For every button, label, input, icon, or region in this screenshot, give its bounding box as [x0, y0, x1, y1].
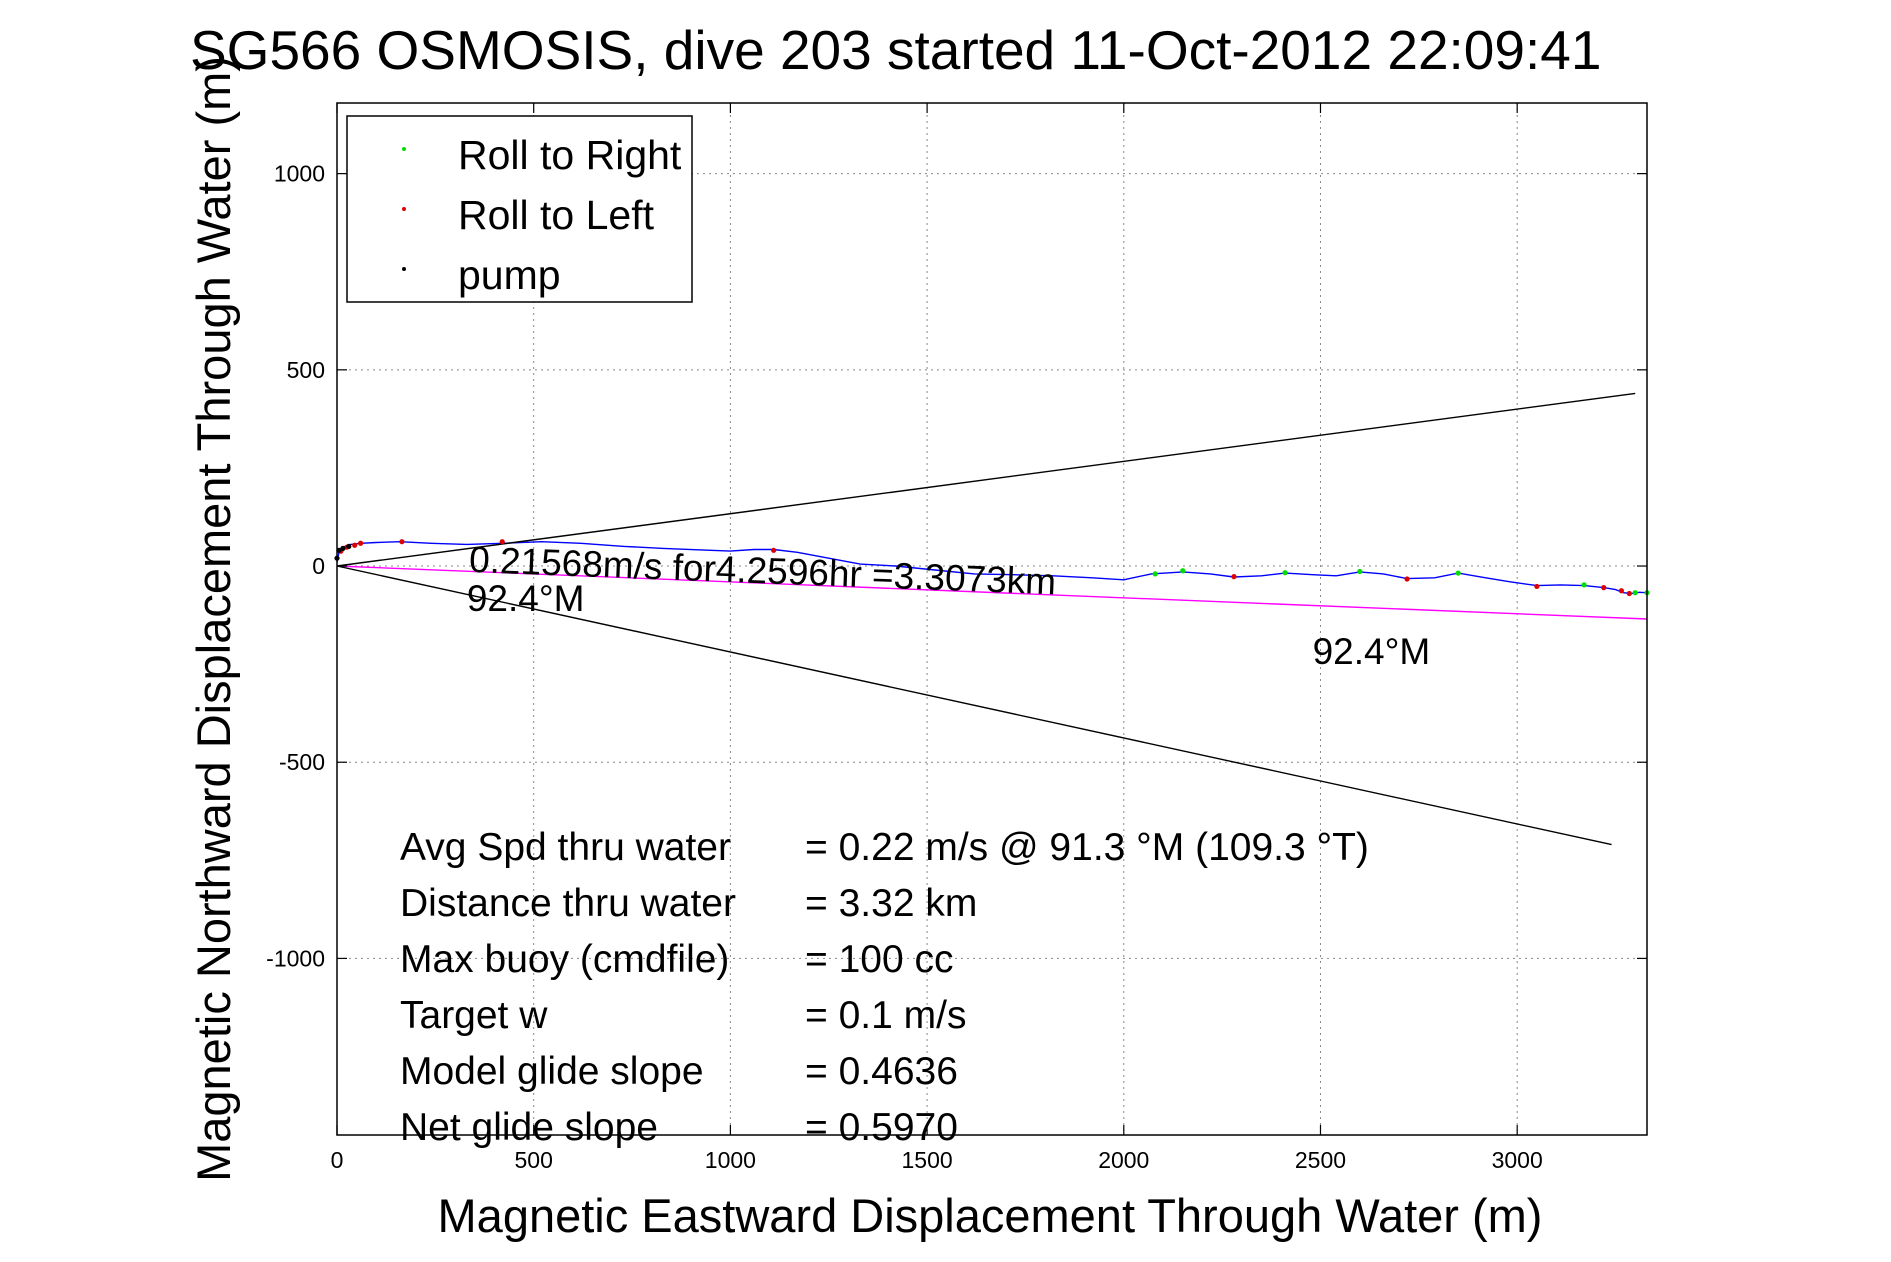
x-tick-label: 3000	[1492, 1147, 1543, 1173]
stat-label: Target w	[400, 994, 548, 1037]
roll-left-point	[1601, 585, 1607, 591]
series-markers	[334, 539, 1650, 597]
stat-value: = 0.5970	[805, 1106, 958, 1149]
roll-left-point	[1618, 588, 1625, 594]
lower-bound-line	[336, 565, 1612, 846]
roll-left-point	[499, 539, 505, 545]
roll-left-point	[1534, 583, 1540, 590]
stat-value: = 0.4636	[805, 1050, 958, 1093]
x-tick-label: 1500	[902, 1147, 953, 1173]
roll-right-point	[1282, 570, 1288, 576]
track-line	[336, 540, 1648, 595]
stat-label: Max buoy (cmdfile)	[400, 938, 729, 981]
legend-marker	[402, 147, 406, 151]
x-axis-label: Magnetic Eastward Displacement Through W…	[438, 1189, 1543, 1242]
stat-label: Net glide slope	[400, 1106, 658, 1149]
stat-value: = 100 cc	[805, 938, 954, 981]
roll-right-point	[1581, 582, 1587, 588]
stat-label: Avg Spd thru water	[400, 826, 731, 869]
plot-area-frame	[336, 102, 1648, 1136]
roll-left-point	[358, 540, 364, 546]
roll-right-point	[1357, 568, 1363, 575]
axis-ticks: 0 500 1000 1500 2000 2500 3000 -1000 -500 0 500 100…	[266, 103, 1647, 1173]
y-tick-label: -500	[279, 749, 325, 775]
roll-left-point	[1404, 576, 1410, 582]
y-tick-label: 0	[312, 553, 325, 579]
y-tick-label: 500	[287, 357, 325, 383]
y-axis-label: Magnetic Northward Displacement Through …	[187, 56, 240, 1182]
roll-left-point	[1626, 590, 1632, 597]
stat-value: = 0.1 m/s	[805, 994, 966, 1037]
x-tick-label: 500	[515, 1147, 553, 1173]
legend-entry: pump	[458, 252, 561, 298]
y-tick-label: -1000	[266, 945, 325, 971]
roll-right-point	[1632, 590, 1638, 596]
chart-title: SG566 OSMOSIS, dive 203 started 11-Oct-2…	[190, 19, 1601, 81]
y-tick-label: 1000	[274, 161, 325, 187]
x-tick-label: 1000	[705, 1147, 756, 1173]
x-tick-label: 2500	[1295, 1147, 1346, 1173]
x-tick-label: 0	[331, 1147, 344, 1173]
roll-right-point	[1455, 570, 1461, 576]
annotation-text: 92.4°M	[467, 578, 585, 619]
stat-value: = 3.32 km	[805, 882, 977, 925]
stat-label: Distance thru water	[400, 882, 736, 925]
heading-line	[336, 565, 1648, 620]
roll-right-point	[1180, 568, 1186, 574]
x-tick-label: 2000	[1098, 1147, 1149, 1173]
upper-bound-line	[336, 392, 1636, 567]
legend-marker	[402, 207, 406, 211]
legend-entry: Roll to Left	[458, 192, 655, 238]
series-lines	[336, 392, 1648, 846]
legend-entry: Roll to Right	[458, 132, 682, 178]
roll-left-point	[399, 539, 405, 545]
pump-point	[340, 545, 346, 551]
stats-block: Avg Spd thru water = 0.22 m/s @ 91.3 °M (…	[400, 826, 1369, 1149]
legend: Roll to Right Roll to Left pump	[346, 115, 693, 303]
stat-value: = 0.22 m/s @ 91.3 °M (109.3 °T)	[805, 826, 1369, 869]
pump-point	[346, 543, 352, 550]
annotation-text: 92.4°M	[1313, 631, 1431, 672]
roll-left-point	[1231, 574, 1237, 580]
roll-left-point	[771, 547, 777, 553]
roll-right-point	[1152, 571, 1158, 577]
stat-label: Model glide slope	[400, 1050, 704, 1093]
roll-left-point	[352, 542, 358, 548]
legend-marker	[402, 267, 406, 271]
